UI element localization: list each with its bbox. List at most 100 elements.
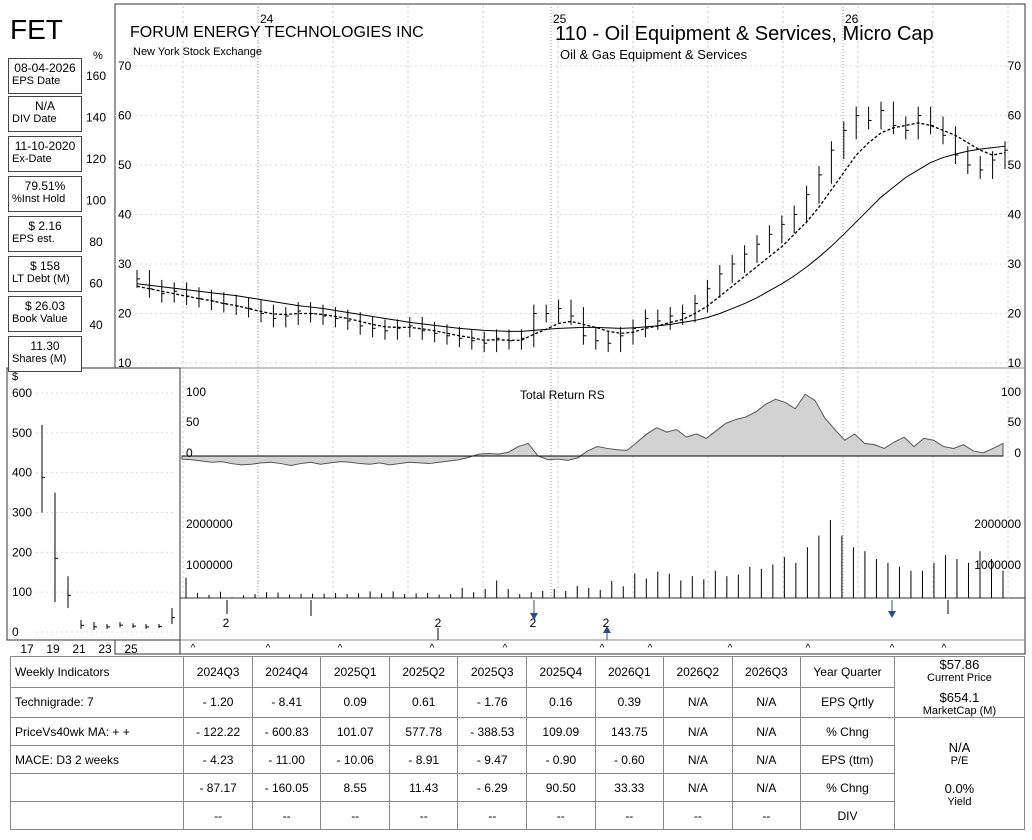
caret-marker: ^ — [648, 643, 653, 654]
price-gridlines: 24 25 26 70 70 60 60 50 50 40 40 30 30 20 20 10 10 160 140… — [86, 4, 1025, 598]
table-row: PriceVs40wk MA: + + - 122.22 - 600.83 10… — [9, 717, 1026, 830]
col-header: 2026Q1 — [594, 656, 665, 688]
sidebar-label: DIV Date — [12, 113, 57, 125]
inset-unit-label: $ — [12, 371, 18, 383]
table-header-row: Weekly Indicators 2024Q3 2024Q4 2025Q1 2… — [9, 656, 1026, 718]
table-cell: -- — [663, 801, 733, 830]
table-cell: 143.75 — [594, 717, 665, 746]
pct-tick-label: 40 — [89, 318, 103, 332]
table-cell: 0.39 — [594, 686, 665, 718]
sidebar-label: Book Value — [12, 313, 68, 325]
table-cell: - 11.00 — [251, 745, 322, 774]
rs-panel-title: Total Return RS — [520, 388, 605, 402]
sidebar-value: 08-04-2026 — [14, 61, 76, 75]
table-cell: 101.07 — [320, 717, 390, 746]
table-cell: N/A — [663, 773, 733, 802]
table-cell: N/A — [731, 745, 802, 774]
price-tick-label: 40 — [118, 208, 132, 222]
caret-marker: ^ — [430, 643, 435, 654]
price-tick-label: 70 — [118, 59, 132, 73]
price-tick-label: 60 — [118, 109, 132, 123]
rs-tick-label: 100 — [1001, 385, 1021, 399]
rs-line-area: 100 100 50 50 0 0 — [181, 385, 1021, 466]
price-summary: $57.86 Current Price $654.1 MarketCap (M… — [893, 656, 1026, 718]
table-cell: N/A — [663, 717, 733, 746]
table-cell: 0.16 — [526, 686, 596, 718]
price-tick-label: 70 — [1008, 59, 1022, 73]
col-header: 2024Q4 — [251, 656, 322, 688]
event-arrow-down — [530, 613, 538, 620]
table-cell: 577.78 — [388, 717, 459, 746]
table-cell: -- — [457, 801, 528, 830]
yield-label: Yield — [947, 795, 972, 808]
table-cell: -- — [183, 801, 253, 830]
year-label: 24 — [260, 12, 274, 26]
pct-tick-label: 140 — [86, 111, 106, 125]
row-label: Technigrade: 7 — [9, 686, 185, 718]
inset-frame — [6, 367, 181, 641]
price-tick-label: 10 — [1008, 356, 1022, 370]
rs-area-shape — [181, 393, 1004, 466]
rs-tick-label: 0 — [186, 446, 193, 460]
company-name: FORUM ENERGY TECHNOLOGIES INC — [130, 24, 424, 41]
sidebar-cell: 79.51% %Inst Hold — [8, 176, 82, 212]
pct-tick-label: 100 — [86, 194, 106, 208]
table-cell: N/A — [663, 686, 733, 718]
row-label — [9, 773, 185, 802]
ticker-symbol: FET — [10, 14, 63, 45]
table-cell: 0.61 — [388, 686, 459, 718]
pe-value: N/A — [948, 739, 971, 755]
table-row: - 87.17 - 160.05 8.55 11.43 - 6.29 90.50… — [9, 773, 1025, 802]
inset-y-tick-label: 400 — [12, 466, 32, 480]
volume-tick-label: 2000000 — [186, 517, 233, 531]
row-label: PriceVs40wk MA: + + — [9, 717, 185, 746]
col-header: Weekly Indicators — [9, 656, 185, 688]
row-right-label: EPS Qrtly — [800, 686, 895, 718]
moving-average-lines — [136, 122, 1006, 341]
row-label — [9, 801, 185, 830]
table-cell: -- — [526, 801, 596, 830]
inset-y-tick-label: 300 — [12, 506, 32, 520]
table-cell: N/A — [731, 773, 802, 802]
caret-marker: ^ — [942, 643, 947, 654]
table-cell: - 1.20 — [183, 686, 253, 718]
sidebar-value: $ 2.16 — [28, 219, 62, 233]
inset-y-tick-label: 100 — [12, 585, 32, 599]
sidebar-label: EPS Date — [12, 75, 61, 87]
sidebar-cell: N/A DIV Date — [8, 96, 82, 132]
col-header: Year Quarter — [800, 656, 895, 688]
sidebar-value: $ 26.03 — [24, 299, 66, 313]
table-cell: -- — [594, 801, 665, 830]
row-right-label: DIV — [800, 801, 895, 830]
pct-tick-label: 60 — [89, 277, 103, 291]
table-cell: - 10.06 — [320, 745, 390, 774]
rs-tick-label: 100 — [186, 385, 206, 399]
col-header: 2025Q1 — [320, 656, 390, 688]
table-cell: - 0.90 — [526, 745, 596, 774]
price-tick-label: 40 — [1008, 208, 1022, 222]
inset-chart: $600 500 400 300 200 100 017 19 21 23 25 — [6, 367, 181, 656]
year-label: 26 — [845, 12, 859, 26]
market-cap-label: MarketCap (M) — [922, 705, 997, 717]
table-cell: -- — [320, 801, 390, 830]
table-cell: - 122.22 — [183, 717, 253, 746]
price-tick-label: 50 — [1008, 158, 1022, 172]
table-cell: -- — [731, 801, 802, 830]
event-markers: 2 2 2 2 ^ ^ ^ ^ ^ ^ ^ ^ ^ ^ ^ — [191, 600, 949, 654]
volume-tick-label: 2000000 — [974, 517, 1021, 531]
volume-tick-label: 1000000 — [974, 558, 1021, 572]
table-cell: 109.09 — [526, 717, 596, 746]
sidebar-cell: 08-04-2026 EPS Date — [8, 58, 82, 94]
table-cell: 0.09 — [320, 686, 390, 718]
table-cell: 33.33 — [594, 773, 665, 802]
sidebar-label: Shares (M) — [12, 353, 67, 365]
market-cap: $654.1 — [939, 690, 980, 705]
rs-tick-label: 0 — [1014, 446, 1021, 460]
col-header: 2026Q2 — [663, 656, 733, 688]
row-right-label: % Chng — [800, 717, 895, 746]
pct-tick-label: 160 — [86, 69, 106, 83]
price-tick-label: 50 — [118, 158, 132, 172]
year-label: 25 — [553, 12, 567, 26]
event-label: 2 — [435, 616, 442, 630]
table-cell: - 87.17 — [183, 773, 253, 802]
